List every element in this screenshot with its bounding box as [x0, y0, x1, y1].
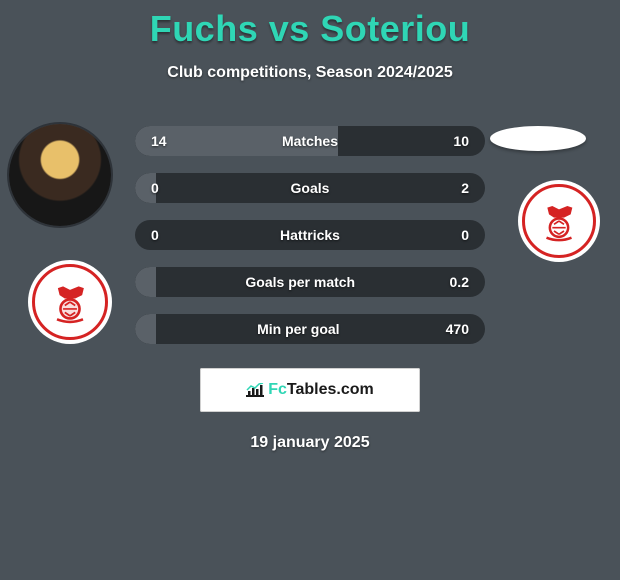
stat-row: Min per goal 470	[135, 314, 485, 344]
stat-value-right: 0.2	[450, 274, 469, 290]
stat-label: Matches	[282, 133, 338, 149]
stat-value-right: 0	[461, 227, 469, 243]
player-avatar-left	[9, 124, 111, 226]
brand-link[interactable]: FcTables.com	[200, 368, 420, 412]
stat-row: 14 Matches 10	[135, 126, 485, 156]
brand-prefix: Fc	[268, 381, 287, 398]
stat-label: Goals per match	[245, 274, 355, 290]
stat-value-left: 0	[151, 180, 159, 196]
date-label: 19 january 2025	[0, 434, 620, 452]
brand-suffix: Tables.com	[287, 381, 374, 398]
stat-value-left: 0	[151, 227, 159, 243]
page-title: Fuchs vs Soteriou	[0, 0, 620, 50]
stat-value-right: 10	[453, 133, 469, 149]
stat-label: Hattricks	[280, 227, 340, 243]
stat-row: Goals per match 0.2	[135, 267, 485, 297]
stat-value-right: 2	[461, 180, 469, 196]
stat-value-right: 470	[446, 321, 469, 337]
stats-container: 14 Matches 10 0 Goals 2 0 Hattricks 0 Goals per m…	[135, 126, 485, 344]
stat-fill	[135, 267, 156, 297]
chart-icon	[246, 383, 264, 397]
stat-fill	[135, 314, 156, 344]
player-avatar-right-placeholder	[490, 126, 586, 151]
club-crest-left	[28, 260, 112, 344]
stat-row: 0 Goals 2	[135, 173, 485, 203]
stat-value-left: 14	[151, 133, 167, 149]
stat-label: Min per goal	[257, 321, 339, 337]
stat-row: 0 Hattricks 0	[135, 220, 485, 250]
club-crest-right	[518, 180, 600, 262]
subtitle: Club competitions, Season 2024/2025	[0, 64, 620, 82]
stat-label: Goals	[291, 180, 330, 196]
brand-text: FcTables.com	[268, 381, 374, 399]
